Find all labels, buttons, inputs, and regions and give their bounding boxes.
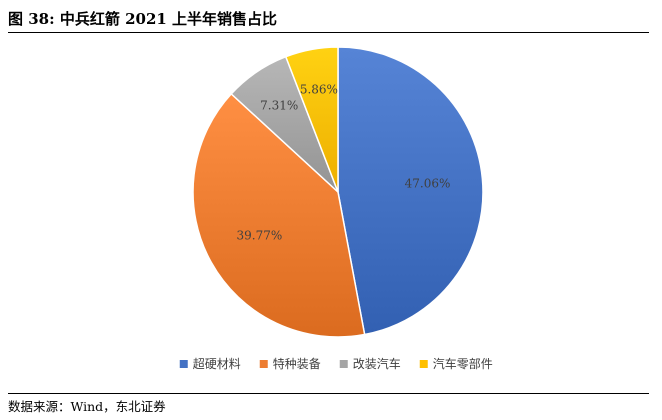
- pie-slices: [192, 46, 484, 338]
- title-underline: [8, 32, 649, 33]
- legend-swatch-3: [339, 360, 348, 368]
- pie-chart: 47.06% 39.77% 7.31%5.86% 超硬材料 特种装备 改装汽车 汽车零部件: [179, 46, 493, 371]
- legend-item-4: 汽车零部件: [419, 356, 493, 371]
- data-label-4: 5.86%: [300, 82, 338, 96]
- data-label-2: 39.77%: [237, 229, 283, 243]
- pie-slice-4: [284, 46, 339, 193]
- source-rule: [8, 393, 649, 394]
- legend-swatch-4: [419, 360, 428, 368]
- legend-item-1: 超硬材料: [179, 356, 241, 371]
- legend-swatch-2: [259, 360, 268, 368]
- legend-item-2: 特种装备: [259, 356, 321, 371]
- chart-legend: 超硬材料 特种装备 改装汽车 汽车零部件: [179, 356, 493, 371]
- figure-title: 图 38: 中兵红箭 2021 上半年销售占比: [8, 10, 278, 28]
- pie-slice-2: [192, 92, 366, 338]
- pie-slice-1: [337, 46, 484, 336]
- legend-item-3: 改装汽车: [339, 356, 401, 371]
- data-label-3: 7.31%: [260, 99, 298, 113]
- legend-swatch-1: [179, 360, 188, 368]
- legend-label-2: 特种装备: [273, 356, 321, 371]
- data-label-1: 47.06%: [405, 177, 451, 191]
- legend-label-4: 汽车零部件: [433, 356, 493, 371]
- source-note: 数据来源：Wind，东北证券: [8, 399, 166, 414]
- pie-data-labels: 47.06% 39.77% 7.31%5.86%: [237, 82, 451, 242]
- legend-label-3: 改装汽车: [353, 356, 401, 371]
- legend-label-1: 超硬材料: [193, 356, 241, 371]
